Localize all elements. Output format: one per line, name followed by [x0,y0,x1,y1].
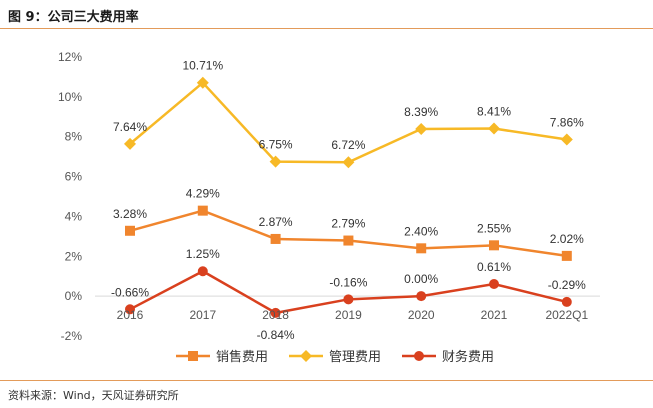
x-tick-label: 2019 [335,308,362,322]
data-label: 8.39% [404,105,438,119]
data-point [489,278,499,289]
data-point [342,156,355,169]
data-label: 7.86% [550,116,584,130]
data-label: 10.71% [182,59,223,73]
y-tick-label: 6% [65,170,83,184]
data-labels: 3.28% 4.29% 2.87% 2.79% 2.40% 2.55% 2.02% 7.64%… [111,59,586,342]
data-label: -0.16% [329,275,367,289]
x-tick-label: 2017 [189,308,216,322]
data-label: 3.28% [113,207,147,221]
legend-marker [188,351,198,361]
data-label: 0.00% [404,272,438,286]
bottom-rule [0,380,653,381]
y-tick-label: -2% [61,329,83,343]
data-label: 6.72% [331,138,365,152]
data-point [343,294,354,305]
source-note: 资料来源：Wind，天风证券研究所 [8,389,179,402]
x-axis: 2016 2017 2018 2019 2020 2021 2022Q1 [117,308,589,322]
data-point [197,205,208,216]
data-label: 2.79% [331,217,365,231]
data-point [270,233,281,244]
legend-label: 财务费用 [442,349,494,365]
figure-title: 图 9：公司三大费用率 [8,10,139,25]
y-tick-label: 12% [58,50,82,64]
data-point [197,266,208,277]
data-label: 0.61% [477,260,511,274]
data-point [415,122,428,135]
y-axis: 12% 10% 8% 6% 4% 2% 0% -2% [58,50,82,343]
x-tick-label: 2021 [481,308,508,322]
expense-ratio-chart: 12% 10% 8% 6% 4% 2% 0% -2% 2016 2017 2018 2019 2020… [58,50,600,365]
data-label: -0.66% [111,285,149,299]
data-label: 2.87% [259,215,293,229]
data-point [489,240,499,251]
top-rule [0,28,653,29]
data-label: 2.55% [477,221,511,235]
series-layer [124,76,573,318]
data-point [343,235,354,246]
x-tick-label: 2020 [408,308,435,322]
legend-label: 管理费用 [329,350,381,365]
y-tick-label: 8% [65,130,83,144]
data-label: 1.25% [186,247,220,261]
x-tick-label: 2018 [262,308,289,322]
data-label: 2.02% [550,232,584,246]
data-label: 7.64% [113,120,147,134]
y-tick-label: 0% [65,289,83,303]
data-point [269,155,282,168]
x-tick-label: 2016 [117,308,144,322]
data-point [416,291,427,302]
data-label: -0.29% [548,278,586,292]
data-label: 8.41% [477,105,511,119]
y-tick-label: 4% [65,209,83,223]
y-tick-label: 10% [58,90,82,104]
data-point [560,133,573,146]
data-point [416,243,427,254]
data-point [270,307,281,318]
data-point [196,76,209,89]
legend-marker [414,351,424,361]
data-label: -0.84% [257,328,295,342]
y-tick-label: 2% [65,249,83,263]
legend-marker [300,350,312,362]
data-point [488,122,500,135]
legend: 销售费用 管理费用 财务费用 [176,349,494,365]
legend-label: 销售费用 [216,349,268,365]
data-point [125,304,135,315]
data-label: 6.75% [259,138,293,152]
data-point [124,137,136,150]
data-point [561,250,572,261]
x-tick-label: 2022Q1 [545,308,588,322]
data-label: 2.40% [404,224,438,238]
data-point [125,225,135,236]
data-label: 4.29% [186,187,220,201]
data-point [561,296,572,307]
